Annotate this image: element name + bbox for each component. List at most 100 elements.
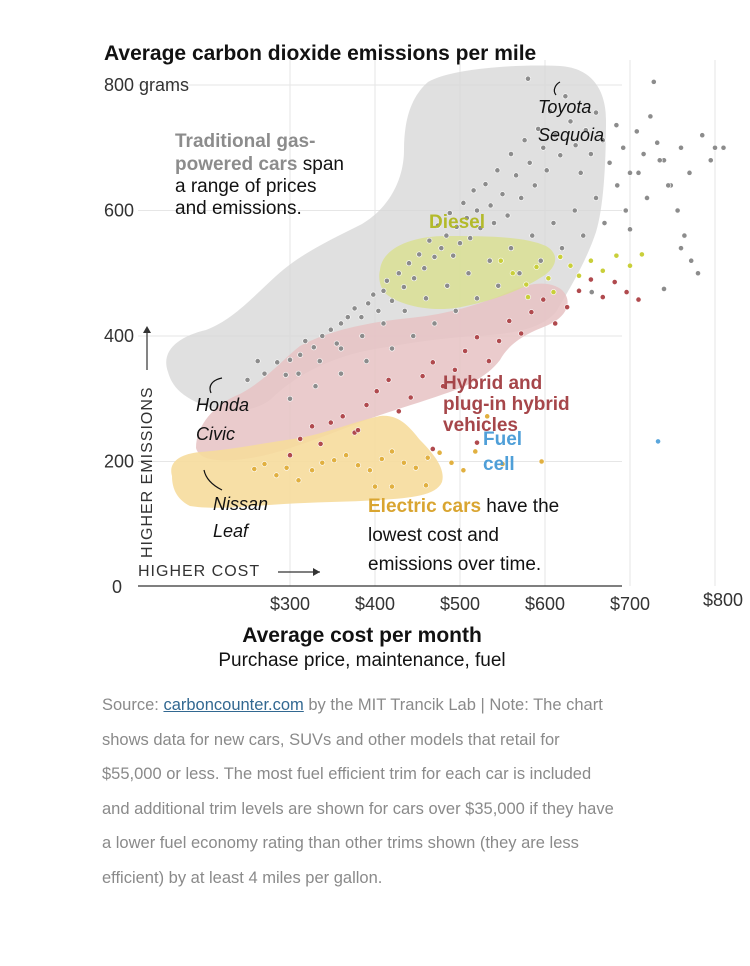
traditional-gas-powered-cars-point	[606, 159, 613, 166]
traditional-gas-powered-cars-point	[444, 282, 451, 289]
traditional-gas-powered-cars-point	[463, 215, 470, 221]
diesel-point	[533, 264, 540, 270]
x-tick-label: $700	[610, 594, 650, 614]
traditional-gas-powered-cars-point	[274, 359, 281, 366]
chart: Average carbon dioxide emissions per mil…	[104, 42, 743, 671]
source-prefix: Source:	[102, 696, 164, 714]
traditional-gas-powered-cars-point	[401, 307, 408, 314]
hybrid-and-plug-in-hybrid-vehicles-point	[327, 419, 334, 426]
electric-cars-point	[261, 461, 268, 467]
traditional-gas-powered-cars-point	[365, 300, 372, 307]
traditional-gas-powered-cars-point	[647, 113, 654, 120]
hybrid-and-plug-in-hybrid-vehicles-point	[309, 423, 315, 430]
traditional-gas-powered-cars-point	[443, 232, 450, 239]
toyota-leader	[553, 81, 561, 96]
traditional-gas-powered-cars-point	[529, 232, 536, 239]
traditional-gas-powered-cars-point	[613, 122, 620, 129]
traditional-gas-powered-cars-point	[537, 257, 544, 264]
traditional-gas-powered-cars-point	[470, 187, 477, 194]
traditional-gas-powered-cars-point	[261, 370, 268, 377]
hybrid-and-plug-in-hybrid-vehicles-point	[462, 348, 468, 354]
diesel-point	[525, 294, 531, 300]
traditional-gas-powered-cars-point	[410, 333, 417, 339]
y-axis-arrowhead	[143, 326, 151, 333]
diesel-point	[576, 272, 582, 279]
diesel-point	[509, 270, 516, 277]
hybrid-and-plug-in-hybrid-vehicles-point	[407, 394, 414, 401]
electric-cars-point	[273, 472, 280, 479]
hybrid-and-plug-in-hybrid-vehicles-point	[287, 452, 293, 459]
electric-cars-point	[484, 413, 491, 420]
nissan-label-2: Leaf	[213, 521, 250, 541]
hybrid-and-plug-in-hybrid-vehicles-point	[317, 441, 324, 447]
hybrid-and-plug-in-hybrid-vehicles-point	[528, 309, 535, 316]
traditional-gas-powered-cars-point	[465, 270, 472, 277]
traditional-gas-powered-cars-point	[389, 297, 395, 304]
diesel-point	[627, 262, 633, 269]
traditional-gas-powered-cars-point	[526, 159, 533, 166]
traditional-gas-powered-cars-point	[344, 314, 351, 321]
traditional-gas-powered-cars-point	[521, 137, 528, 144]
hybrid-and-plug-in-hybrid-vehicles-point	[564, 304, 570, 311]
diesel-point	[599, 267, 606, 274]
traditional-gas-powered-cars-point	[654, 139, 661, 146]
hybrid-and-plug-in-hybrid-vehicles-point	[518, 330, 525, 337]
traditional-gas-powered-cars-point	[486, 257, 493, 264]
diesel-point	[497, 257, 504, 264]
toyota-callout: Toyota Sequoia	[538, 81, 604, 145]
x-axis-title: Average cost per month	[242, 624, 482, 647]
hybrid-and-plug-in-hybrid-vehicles-point	[635, 296, 642, 303]
traditional-gas-powered-cars-point	[499, 191, 506, 198]
traditional-gas-powered-cars-point	[446, 210, 453, 216]
source-link[interactable]: carboncounter.com	[163, 696, 304, 714]
hybrid-label-1: Hybrid and	[443, 373, 542, 394]
diesel-point	[557, 254, 564, 260]
electric-cars-point	[423, 482, 429, 489]
honda-callout: Honda Civic	[196, 377, 249, 444]
traditional-gas-powered-cars-point	[535, 126, 542, 132]
traditional-gas-powered-cars-point	[665, 182, 672, 189]
traditional-gas-powered-cars-point	[310, 344, 317, 351]
honda-label-1: Honda	[196, 395, 249, 415]
toyota-label-2: Sequoia	[538, 125, 604, 145]
electric-cars-point	[331, 457, 338, 464]
traditional-gas-powered-cars-point	[421, 265, 428, 272]
traditional-gas-powered-cars-point	[599, 137, 606, 144]
hybrid-label-2: plug-in hybrid	[443, 394, 570, 415]
y-tick-label: 600	[104, 201, 134, 221]
electric-cars-point	[472, 448, 479, 455]
diesel-point	[588, 257, 594, 264]
traditional-gas-powered-cars-point	[504, 212, 511, 219]
x-tick-label: $500	[440, 594, 480, 614]
traditional-gas-powered-cars-point	[363, 358, 370, 364]
traditional-gas-powered-cars-point	[650, 78, 657, 85]
nissan-leader	[203, 469, 223, 491]
honda-label-2: Civic	[196, 424, 235, 444]
traditional-gas-powered-cars-point	[695, 270, 701, 277]
hybrid-and-plug-in-hybrid-vehicles-point	[395, 408, 402, 415]
traditional-gas-powered-cars-point	[712, 144, 718, 151]
traditional-gas-powered-cars-point	[453, 223, 460, 230]
traditional-gas-powered-cars-point	[316, 358, 323, 364]
traditional-gas-powered-cars-point	[474, 207, 480, 214]
hybrid-region	[196, 283, 568, 461]
nissan-label-1: Nissan	[213, 494, 268, 514]
hybrid-and-plug-in-hybrid-vehicles-point	[599, 294, 606, 300]
diesel-point	[613, 252, 620, 259]
hybrid-and-plug-in-hybrid-vehicles-point	[540, 296, 547, 303]
traditional-gas-powered-cars-point	[707, 157, 714, 164]
x-tick-label: $800	[703, 590, 743, 610]
source-note: Source: carboncounter.com by the MIT Tra…	[102, 688, 622, 895]
traditional-gas-powered-cars-point	[495, 282, 502, 289]
hybrid-and-plug-in-hybrid-vehicles-point	[506, 318, 513, 324]
traditional-gas-powered-cars-point	[491, 220, 497, 226]
electric-cars-point	[389, 448, 395, 455]
traditional-gas-powered-cars-point	[333, 340, 340, 347]
hybrid-and-plug-in-hybrid-vehicles-point	[429, 446, 436, 452]
x-axis-caption-text: HIGHER COST	[138, 563, 260, 580]
traditional-gas-powered-cars-point	[644, 195, 650, 201]
traditional-gas-powered-cars-point	[588, 151, 594, 157]
traditional-gas-powered-cars-point	[287, 395, 293, 402]
nissan-callout: Nissan Leaf	[203, 469, 268, 541]
traditional-gas-powered-cars-point	[287, 356, 293, 363]
